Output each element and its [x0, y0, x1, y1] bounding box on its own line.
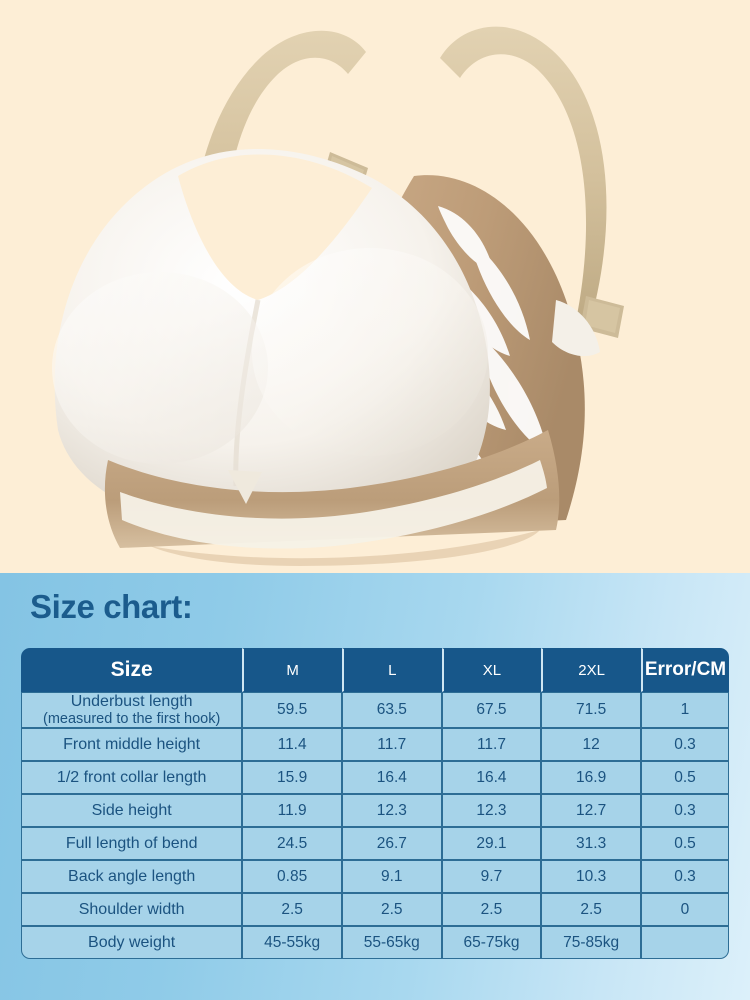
column-header-size: Size — [21, 648, 243, 692]
table-header-row: Size M L XL 2XL Error/CM — [21, 648, 729, 692]
cell-2xl: 31.3 — [541, 827, 641, 861]
column-header-xl: XL — [441, 648, 542, 692]
cell-l: 26.7 — [341, 827, 442, 861]
size-chart-table: Size M L XL 2XL Error/CM Underbust lengt… — [21, 648, 729, 960]
cell-m: 24.5 — [242, 827, 342, 861]
cell-error: 1 — [640, 692, 729, 729]
column-header-error-cm: Error/CM — [640, 648, 729, 692]
row-label: Front middle height — [21, 728, 243, 762]
cell-l: 11.7 — [341, 728, 442, 762]
cell-m: 45-55kg — [242, 926, 342, 960]
cell-error: 0.5 — [640, 761, 729, 795]
chart-title: Size chart: — [30, 588, 193, 625]
cell-2xl: 12 — [541, 728, 641, 762]
row-label: Back angle length — [21, 860, 243, 894]
cell-l: 9.1 — [341, 860, 442, 894]
cell-l: 16.4 — [341, 761, 442, 795]
table-row: Body weight 45-55kg 55-65kg 65-75kg 75-8… — [21, 926, 729, 960]
cell-error: 0.5 — [640, 827, 729, 861]
row-label: Shoulder width — [21, 893, 243, 927]
cell-2xl: 12.7 — [541, 794, 641, 828]
cell-2xl: 75-85kg — [541, 926, 641, 960]
cell-m: 0.85 — [242, 860, 342, 894]
band-stripe — [120, 460, 547, 549]
cell-l: 63.5 — [341, 692, 442, 729]
row-label: Underbust length (measured to the first … — [21, 692, 243, 729]
table-row: Shoulder width 2.5 2.5 2.5 2.5 0 — [21, 893, 729, 927]
cell-error: 0.3 — [640, 794, 729, 828]
cell-xl: 2.5 — [441, 893, 542, 927]
cell-xl: 67.5 — [441, 692, 542, 729]
cell-xl: 9.7 — [441, 860, 542, 894]
row-label-main: Underbust length — [70, 693, 193, 710]
row-label: Body weight — [21, 926, 243, 960]
left-cup — [52, 272, 268, 464]
cell-error — [640, 926, 729, 960]
cell-xl: 16.4 — [441, 761, 542, 795]
table-row: Full length of bend 24.5 26.7 29.1 31.3 … — [21, 827, 729, 861]
row-label: 1/2 front collar length — [21, 761, 243, 795]
cell-m: 15.9 — [242, 761, 342, 795]
cell-xl: 11.7 — [441, 728, 542, 762]
band-shadow — [150, 530, 540, 566]
right-cup — [252, 248, 488, 456]
cell-m: 59.5 — [242, 692, 342, 729]
size-chart-panel: Size chart: Size M L XL 2XL Error/CM Und… — [0, 573, 750, 1000]
table-body: Underbust length (measured to the first … — [21, 692, 729, 960]
table-row: Side height 11.9 12.3 12.3 12.7 0.3 — [21, 794, 729, 828]
row-label: Side height — [21, 794, 243, 828]
center-notch — [228, 470, 262, 504]
cell-2xl: 10.3 — [541, 860, 641, 894]
left-strap — [190, 30, 366, 352]
cell-m: 11.9 — [242, 794, 342, 828]
cell-l: 12.3 — [341, 794, 442, 828]
cell-m: 2.5 — [242, 893, 342, 927]
cell-xl: 12.3 — [441, 794, 542, 828]
table-row: 1/2 front collar length 15.9 16.4 16.4 1… — [21, 761, 729, 795]
column-header-m: M — [242, 648, 342, 692]
table-row: Underbust length (measured to the first … — [21, 692, 729, 729]
product-photo — [52, 26, 624, 566]
column-header-l: L — [341, 648, 442, 692]
cell-m: 11.4 — [242, 728, 342, 762]
neckline-scoop — [178, 154, 372, 300]
cell-error: 0.3 — [640, 728, 729, 762]
cell-2xl: 71.5 — [541, 692, 641, 729]
row-label: Full length of bend — [21, 827, 243, 861]
cell-xl: 29.1 — [441, 827, 542, 861]
cell-l: 55-65kg — [341, 926, 442, 960]
table-row: Back angle length 0.85 9.1 9.7 10.3 0.3 — [21, 860, 729, 894]
cell-l: 2.5 — [341, 893, 442, 927]
table-row: Front middle height 11.4 11.7 11.7 12 0.… — [21, 728, 729, 762]
cell-error: 0 — [640, 893, 729, 927]
strap-attachment — [552, 300, 600, 357]
cell-xl: 65-75kg — [441, 926, 542, 960]
row-label-sub: (measured to the first hook) — [42, 710, 221, 727]
column-header-2xl: 2XL — [541, 648, 641, 692]
right-strap — [440, 26, 607, 330]
cell-2xl: 2.5 — [541, 893, 641, 927]
cell-2xl: 16.9 — [541, 761, 641, 795]
bra-illustration — [52, 26, 624, 566]
cell-error: 0.3 — [640, 860, 729, 894]
